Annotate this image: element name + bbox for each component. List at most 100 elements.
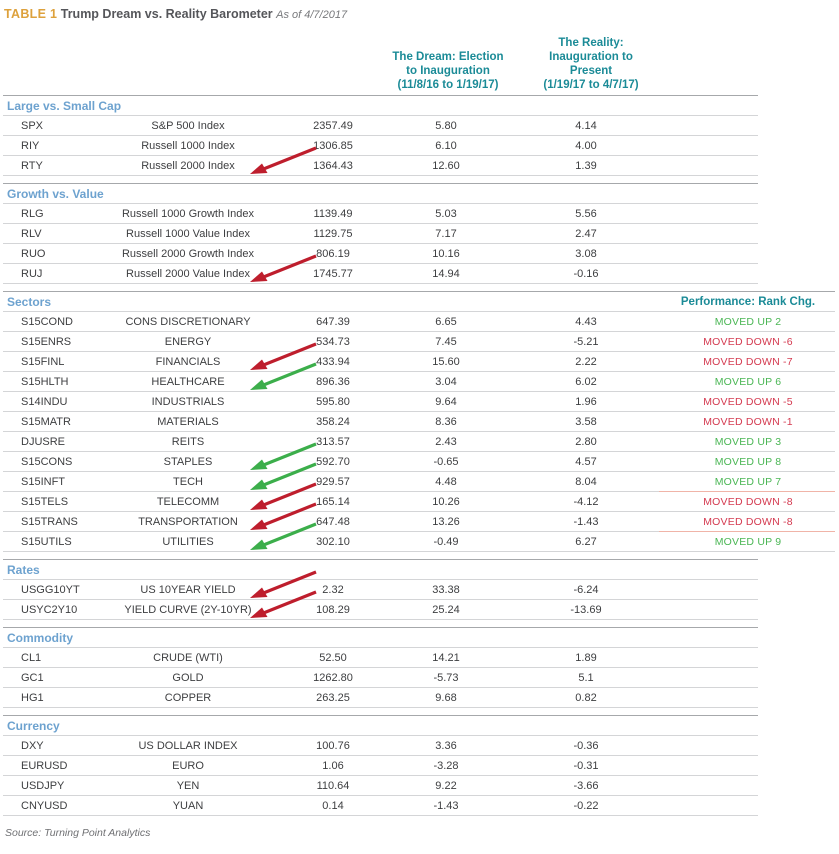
performance-divider xyxy=(659,471,835,472)
dream-value-cell: 7.45 xyxy=(435,336,457,348)
ticker-cell: GC1 xyxy=(21,672,44,684)
performance-divider xyxy=(659,391,835,392)
last-price-cell: 52.50 xyxy=(319,652,347,664)
row-divider xyxy=(3,687,758,688)
row-divider xyxy=(3,135,758,136)
dream-value-cell: 7.17 xyxy=(435,228,457,240)
table-row: S15COND CONS DISCRETIONARY 647.39 6.65 4… xyxy=(3,312,835,332)
name-cell: TECH xyxy=(173,476,203,488)
table-row: USGG10YT US 10YEAR YIELD 2.32 33.38 -6.2… xyxy=(3,570,835,600)
table-row: USDJPY YEN 110.64 9.22 -3.66 xyxy=(3,776,835,796)
table-section: Currency DXY US DOLLAR INDEX 100.76 3.36… xyxy=(3,715,835,816)
table-section: Growth vs. Value RLG Russell 1000 Growth… xyxy=(3,183,835,284)
row-divider xyxy=(3,283,758,284)
last-price-cell: 165.14 xyxy=(316,496,350,508)
ticker-cell: DJUSRE xyxy=(21,436,66,448)
section-title: Currency xyxy=(7,718,60,733)
performance-divider xyxy=(659,331,835,332)
row-divider xyxy=(3,531,758,532)
section-header-underline xyxy=(3,735,758,736)
reality-value-cell: -13.69 xyxy=(570,604,602,616)
performance-cell: MOVED DOWN -8 xyxy=(703,496,793,508)
dream-value-cell: 5.03 xyxy=(435,208,457,220)
last-price-cell: 263.25 xyxy=(316,692,350,704)
table-number-label: TABLE 1 xyxy=(4,7,58,21)
ticker-cell: S15UTILS xyxy=(21,536,72,548)
table-row: RTY Russell 2000 Index 1364.43 12.60 1.3… xyxy=(3,146,835,176)
ticker-cell: RLV xyxy=(21,228,42,240)
reality-value-cell: 3.58 xyxy=(575,416,597,428)
table-row: RUJ Russell 2000 Value Index 1745.77 14.… xyxy=(3,254,835,284)
name-cell: Russell 2000 Value Index xyxy=(126,268,250,280)
section-header-row: Currency xyxy=(3,715,835,736)
ticker-cell: RUJ xyxy=(21,268,43,280)
ticker-cell: S15MATR xyxy=(21,416,71,428)
table-row: RIY Russell 1000 Index 1306.85 6.10 4.00 xyxy=(3,136,835,156)
reality-value-cell: 1.89 xyxy=(575,652,597,664)
reality-value-cell: 4.43 xyxy=(575,316,597,328)
last-price-cell: 1129.75 xyxy=(313,228,353,240)
performance-divider xyxy=(659,351,835,352)
section-top-line xyxy=(3,183,758,184)
dream-value-cell: 33.38 xyxy=(432,584,460,596)
performance-cell: MOVED DOWN -8 xyxy=(703,516,793,528)
last-price-cell: 592.70 xyxy=(316,456,350,468)
row-divider xyxy=(3,411,758,412)
last-price-cell: 1364.43 xyxy=(313,160,353,172)
source-note: Source: Turning Point Analytics xyxy=(5,827,151,839)
row-divider xyxy=(3,243,758,244)
name-cell: YIELD CURVE (2Y-10YR) xyxy=(124,604,252,616)
reality-value-cell: 4.14 xyxy=(575,120,597,132)
last-price-cell: 108.29 xyxy=(316,604,350,616)
row-divider xyxy=(3,331,758,332)
name-cell: UTILITIES xyxy=(162,536,214,548)
reality-value-cell: -0.36 xyxy=(573,740,599,752)
dream-value-cell: 14.94 xyxy=(432,268,460,280)
ticker-cell: USYC2Y10 xyxy=(21,604,78,616)
section-title: Rates xyxy=(7,562,40,577)
ticker-cell: HG1 xyxy=(21,692,44,704)
name-cell: HEALTHCARE xyxy=(151,376,225,388)
name-cell: Russell 1000 Value Index xyxy=(126,228,250,240)
table-row: S15INFT TECH 929.57 4.48 8.04 MOVED UP 7 xyxy=(3,462,835,492)
ticker-cell: USDJPY xyxy=(21,780,65,792)
dream-value-cell: 3.04 xyxy=(435,376,457,388)
table-section: Large vs. Small Cap SPX S&P 500 Index 23… xyxy=(3,95,835,176)
reality-value-cell: 0.82 xyxy=(575,692,597,704)
last-price-cell: 534.73 xyxy=(316,336,350,348)
section-top-line xyxy=(3,559,758,560)
row-divider xyxy=(3,511,758,512)
performance-cell: MOVED UP 6 xyxy=(714,376,782,388)
name-cell: US 10YEAR YIELD xyxy=(140,584,236,596)
table-row: SPX S&P 500 Index 2357.49 5.80 4.14 xyxy=(3,116,835,136)
reality-value-cell: 2.22 xyxy=(575,356,597,368)
name-cell: Russell 1000 Index xyxy=(141,140,235,152)
section-rows: CL1 CRUDE (WTI) 52.50 14.21 1.89 GC1 GOL… xyxy=(3,648,835,708)
reality-column-header: The Reality: Inauguration to Present (1/… xyxy=(543,37,639,91)
last-price-cell: 358.24 xyxy=(316,416,350,428)
name-cell: YUAN xyxy=(172,800,204,812)
name-cell: EURO xyxy=(172,760,204,772)
last-price-cell: 1262.80 xyxy=(313,672,353,684)
last-price-cell: 647.39 xyxy=(316,316,350,328)
dream-value-cell: 4.48 xyxy=(435,476,457,488)
table-row: HG1 COPPER 263.25 9.68 0.82 xyxy=(3,688,835,708)
section-header-underline xyxy=(3,647,758,648)
row-divider xyxy=(3,815,758,816)
reality-value-cell: -5.21 xyxy=(573,336,599,348)
last-price-cell: 896.36 xyxy=(316,376,350,388)
performance-divider xyxy=(659,451,835,452)
reality-value-cell: 4.00 xyxy=(575,140,597,152)
ticker-cell: S14INDU xyxy=(21,396,68,408)
ticker-cell: S15FINL xyxy=(21,356,65,368)
section-header-underline xyxy=(3,203,758,204)
name-cell: Russell 2000 Growth Index xyxy=(121,248,255,260)
name-cell: MATERIALS xyxy=(157,416,219,428)
as-of-date: As of 4/7/2017 xyxy=(276,9,348,21)
performance-divider xyxy=(659,431,835,432)
performance-cell: MOVED UP 8 xyxy=(714,456,782,468)
last-price-cell: 302.10 xyxy=(316,536,350,548)
table-body: Large vs. Small Cap SPX S&P 500 Index 23… xyxy=(3,95,835,816)
dream-value-cell: 8.36 xyxy=(435,416,457,428)
row-divider xyxy=(3,795,758,796)
